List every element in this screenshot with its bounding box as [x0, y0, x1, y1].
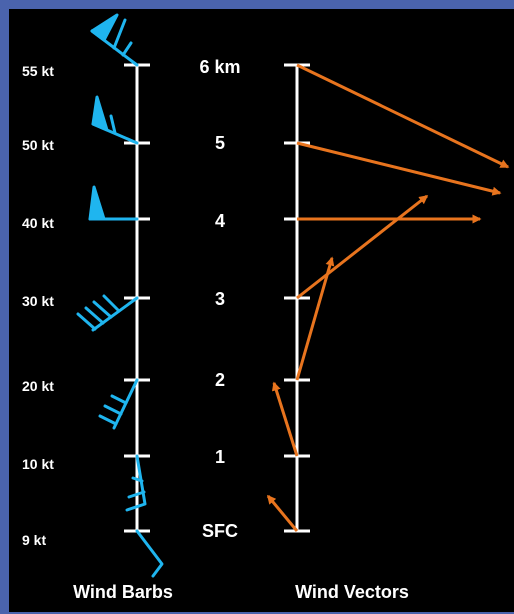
height-label-6km: 6 km: [199, 57, 240, 77]
speed-label-1km: 10 kt: [22, 456, 54, 472]
speed-label-4km: 40 kt: [22, 215, 54, 231]
speed-label-5km: 50 kt: [22, 137, 54, 153]
wind-barb-4km: [88, 185, 139, 221]
wind-barbs: [76, 13, 164, 578]
wind-barb-2km: [98, 378, 139, 430]
wind-barbs-title: Wind Barbs: [73, 582, 173, 602]
wind-barb-6km: [90, 13, 139, 67]
wind-vectors-title: Wind Vectors: [295, 582, 409, 602]
wind-barb-5km: [91, 95, 139, 145]
height-label-1km: 1: [215, 447, 225, 467]
wind-vectors: [266, 63, 510, 532]
wind-barb-1km: [125, 454, 147, 512]
wind-vector-1km: [271, 381, 299, 457]
wind-vector-sfc: [266, 494, 299, 532]
wind-barb-3km: [76, 294, 139, 332]
height-label-4km: 4: [215, 211, 225, 231]
height-label-sfc: SFC: [202, 521, 238, 541]
height-label-3km: 3: [215, 289, 225, 309]
speed-label-6km: 55 kt: [22, 63, 54, 79]
speed-label-sfc: 9 kt: [22, 532, 46, 548]
height-label-5km: 5: [215, 133, 225, 153]
wind-vector-2km: [295, 256, 335, 381]
height-labels: 6 km 5 4 3 2 1 SFC: [199, 57, 240, 541]
diagram-panel: [9, 9, 514, 612]
wind-vector-6km: [296, 63, 510, 169]
wind-vector-5km: [296, 141, 502, 196]
height-label-2km: 2: [215, 370, 225, 390]
wind-vector-3km: [296, 194, 429, 300]
speed-label-2km: 20 kt: [22, 378, 54, 394]
speed-label-3km: 30 kt: [22, 293, 54, 309]
speed-labels: 55 kt 50 kt 40 kt 30 kt 20 kt 10 kt 9 kt: [22, 63, 54, 548]
wind-barb-sfc: [135, 529, 164, 578]
